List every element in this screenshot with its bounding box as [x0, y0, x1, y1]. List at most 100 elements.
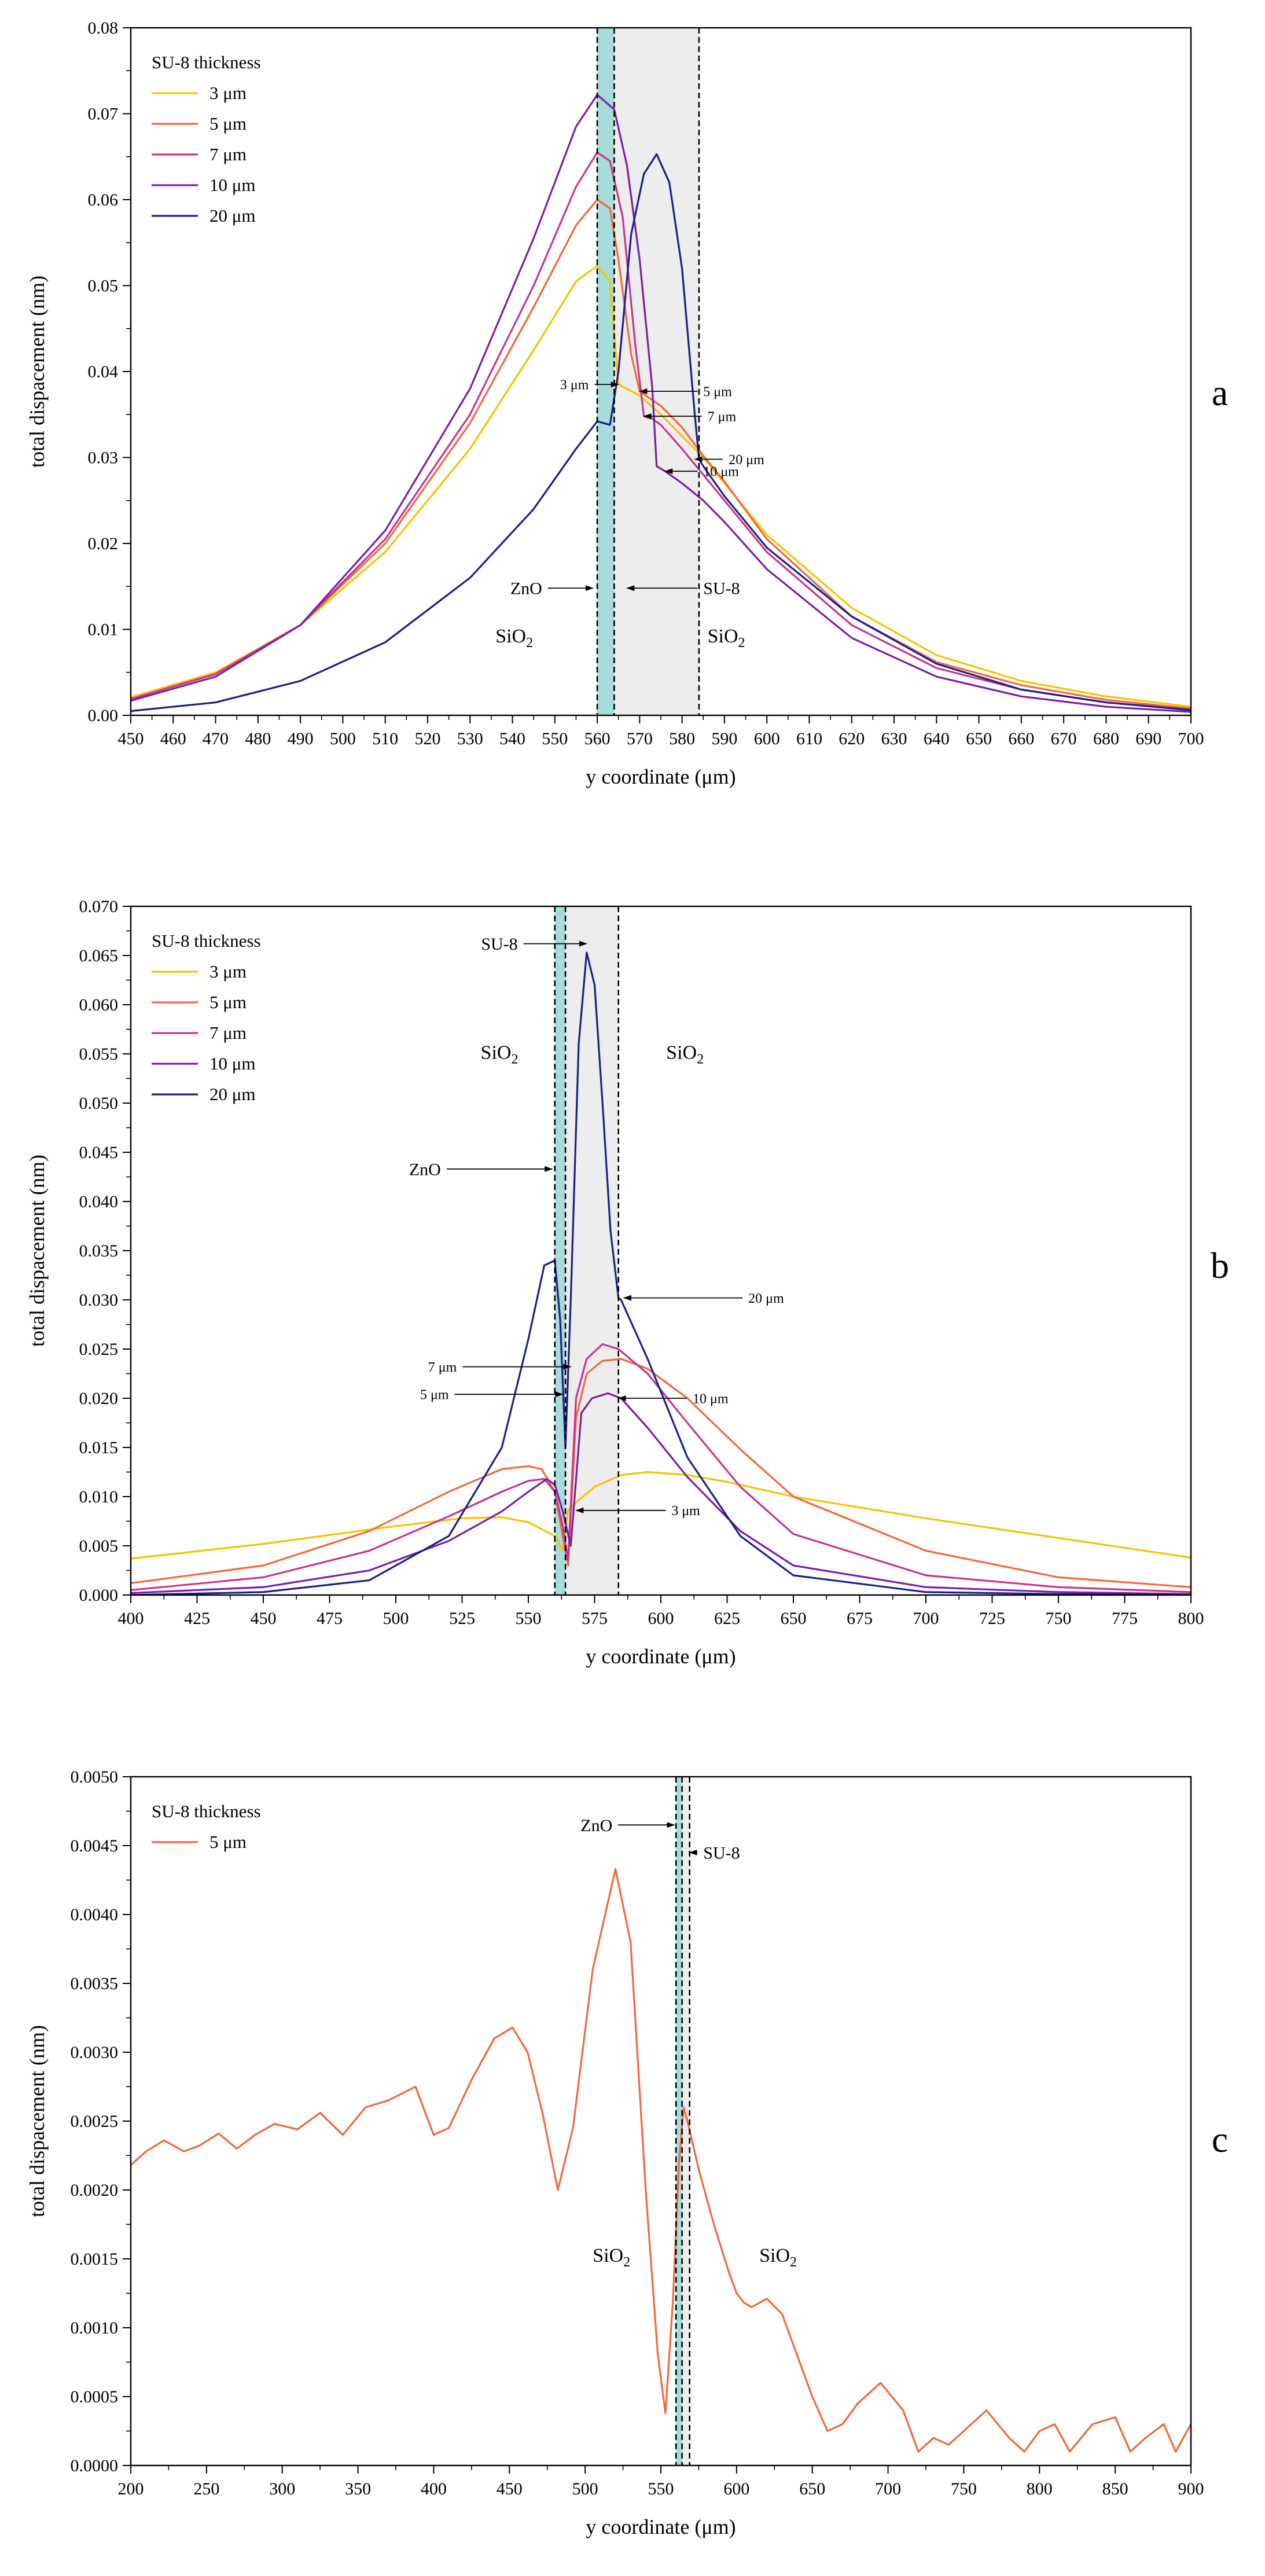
- y-tick-label: 0.030: [79, 1291, 119, 1310]
- annotation-label: 20 μm: [748, 1291, 784, 1306]
- x-tick-label: 460: [160, 729, 186, 748]
- annotation: ZnO: [510, 579, 594, 598]
- region-label-text: SiO: [593, 2245, 623, 2266]
- x-tick-label: 450: [497, 2479, 523, 2498]
- y-tick-label: 0.0035: [71, 1974, 119, 1993]
- y-tick-label: 0.020: [79, 1389, 119, 1408]
- region-label-text: SiO: [481, 1042, 512, 1064]
- x-tick-label: 480: [245, 729, 271, 748]
- region-label-subscript: 2: [511, 1052, 518, 1067]
- plot-frame: [130, 1776, 1192, 2467]
- y-tick-label: 0.0025: [71, 2112, 119, 2131]
- x-tick-label: 800: [1027, 2479, 1053, 2498]
- x-tick-label: 750: [951, 2479, 977, 2498]
- legend-entry: 7 μm: [209, 144, 247, 164]
- y-axis-title: total dispacement (nm): [25, 2025, 49, 2217]
- region-label-sio2: SiO2: [495, 626, 533, 651]
- legend: SU-8 thickness 3 μm 5 μm 7 μm 10 μm 20 μm: [152, 52, 261, 226]
- series-line-5um: [131, 1358, 1191, 1588]
- y-tick-label: 0.02: [88, 534, 119, 553]
- series-line-3um: [131, 1471, 1191, 1560]
- series-line-20um: [131, 153, 1191, 712]
- band-su-8: [682, 1777, 690, 2465]
- x-axis-title: y coordinate (μm): [586, 765, 736, 788]
- y-tick-label: 0.08: [88, 19, 119, 38]
- legend-entry: 7 μm: [209, 1023, 247, 1043]
- y-tick-label: 0.005: [79, 1537, 119, 1556]
- legend-entry: 3 μm: [209, 83, 247, 103]
- legend-entry: 5 μm: [209, 113, 247, 134]
- x-tick-label: 750: [1046, 1609, 1072, 1628]
- y-tick-label: 0.0015: [71, 2250, 119, 2269]
- y-tick-label: 0.060: [79, 995, 119, 1015]
- region-label-sio2: SiO2: [759, 2245, 797, 2270]
- y-tick-label: 0.0000: [71, 2456, 119, 2475]
- x-tick-label: 650: [781, 1609, 807, 1628]
- x-tick-label: 580: [669, 729, 695, 748]
- x-tick-label: 300: [269, 2479, 295, 2498]
- y-tick-label: 0.070: [79, 897, 119, 916]
- series-line-10um: [131, 94, 1191, 713]
- x-tick-label: 400: [421, 2479, 447, 2498]
- legend-title: SU-8 thickness: [152, 931, 261, 951]
- x-tick-label: 425: [184, 1609, 210, 1628]
- x-tick-label: 600: [723, 2479, 749, 2498]
- annotation-label: 7 μm: [708, 410, 737, 425]
- y-tick-label: 0.0045: [71, 1836, 119, 1855]
- x-tick-label: 775: [1112, 1609, 1138, 1628]
- x-tick-label: 350: [345, 2479, 371, 2498]
- x-tick-label: 550: [542, 729, 568, 748]
- x-tick-label: 640: [924, 729, 950, 748]
- annotation: 7 μm: [643, 410, 737, 425]
- annotation-label: 5 μm: [703, 385, 732, 400]
- x-tick-label: 520: [414, 729, 440, 748]
- y-tick-label: 0.050: [79, 1094, 119, 1113]
- x-tick-label: 475: [317, 1609, 343, 1628]
- y-tick-label: 0.040: [79, 1192, 119, 1211]
- annotation: 10 μm: [664, 465, 739, 480]
- x-axis-title: y coordinate (μm): [586, 1645, 736, 1668]
- x-tick-label: 510: [372, 729, 398, 748]
- x-tick-label: 575: [582, 1609, 608, 1628]
- annotation-label: 3 μm: [671, 1504, 700, 1519]
- region-label-subscript: 2: [697, 1052, 704, 1067]
- annotation: SU-8: [481, 935, 587, 954]
- x-tick-label: 250: [193, 2479, 219, 2498]
- annotation: 7 μm: [428, 1360, 572, 1375]
- x-tick-label: 500: [330, 729, 356, 748]
- band-zno: [597, 28, 615, 715]
- chart-panel-a: 450 460 470 480 490 500 510 520 530 540 550 560 570 5…: [25, 19, 1228, 788]
- legend-entry: 5 μm: [209, 1832, 247, 1852]
- annotation-label: ZnO: [409, 1160, 441, 1179]
- plot-frame: [130, 905, 1192, 1596]
- y-tick-label: 0.0005: [71, 2387, 119, 2406]
- y-tick-label: 0.04: [88, 362, 119, 381]
- x-tick-label: 610: [796, 729, 822, 748]
- y-tick-label: 0.055: [79, 1045, 119, 1064]
- annotation-label: SU-8: [703, 579, 740, 598]
- region-label-subscript: 2: [526, 635, 533, 651]
- x-tick-label: 900: [1178, 2479, 1204, 2498]
- x-tick-label: 550: [648, 2479, 674, 2498]
- annotation-label: 20 μm: [729, 453, 764, 468]
- annotation-label: SU-8: [481, 935, 517, 954]
- y-tick-label: 0.03: [88, 449, 119, 468]
- x-tick-label: 660: [1008, 729, 1034, 748]
- x-tick-label: 650: [799, 2479, 825, 2498]
- x-tick-label: 400: [118, 1609, 144, 1628]
- x-tick-label: 630: [881, 729, 907, 748]
- x-tick-label: 470: [203, 729, 229, 748]
- legend-entry: 20 μm: [209, 1084, 255, 1104]
- y-tick-label: 0.0020: [71, 2181, 119, 2200]
- x-tick-label: 670: [1051, 729, 1077, 748]
- region-label-subscript: 2: [790, 2255, 797, 2270]
- region-label-text: SiO: [666, 1042, 697, 1064]
- x-axis-title: y coordinate (μm): [586, 2515, 736, 2538]
- annotation-label: 3 μm: [560, 378, 589, 393]
- y-tick-label: 0.00: [88, 706, 119, 725]
- legend-entry: 3 μm: [209, 961, 247, 982]
- x-tick-label: 200: [118, 2479, 144, 2498]
- annotation: ZnO: [409, 1160, 553, 1179]
- chart-panel-b: 400 425 450 475 500 525 550 575 600 625 650 675 700 7…: [25, 897, 1229, 1668]
